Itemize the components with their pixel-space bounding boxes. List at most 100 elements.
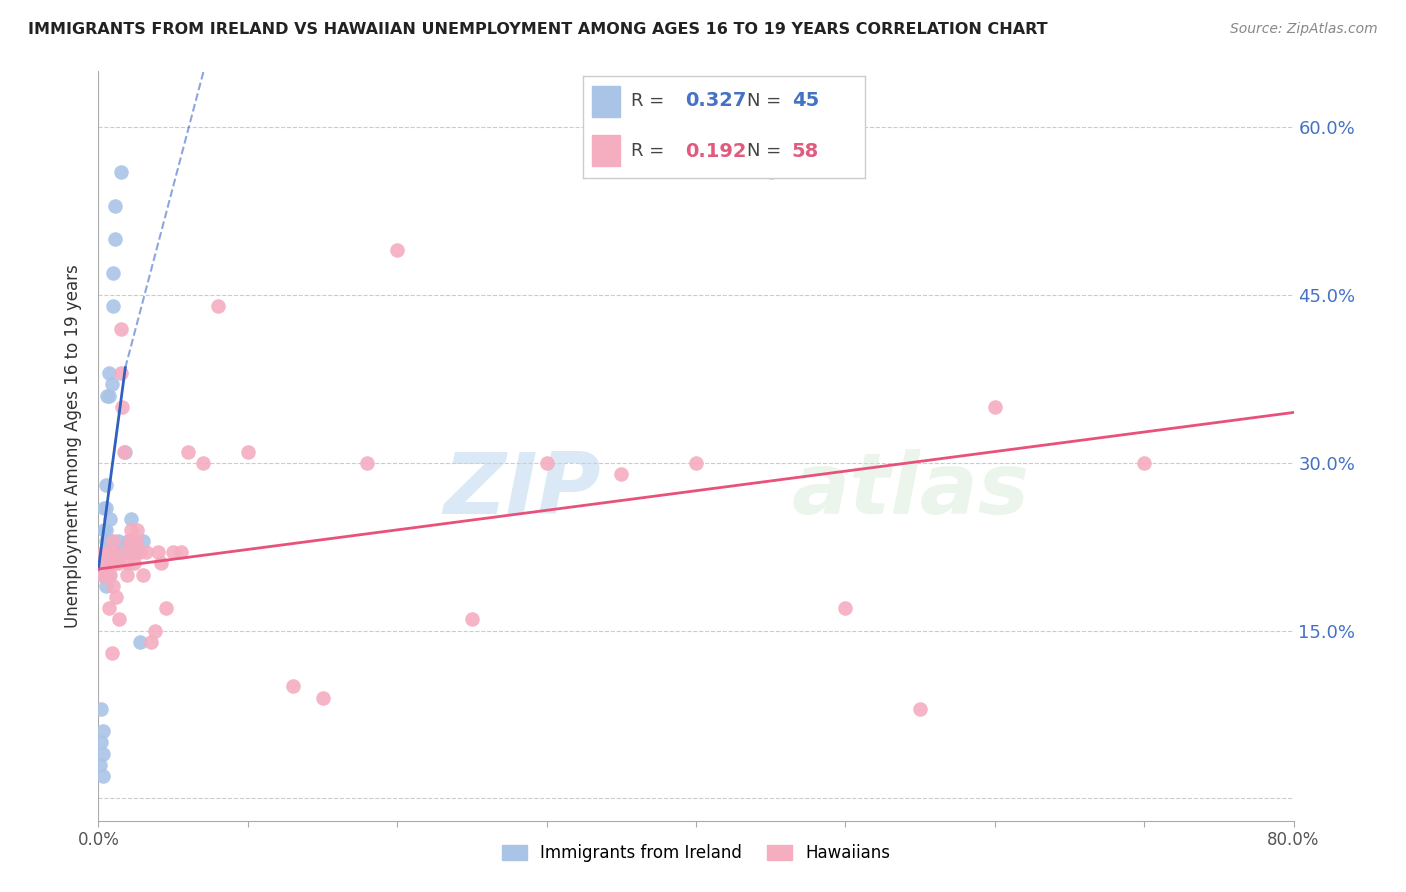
Text: ZIP: ZIP xyxy=(443,450,600,533)
Point xyxy=(96,389,118,403)
Point xyxy=(114,444,136,458)
Point xyxy=(96,534,118,549)
Text: 58: 58 xyxy=(792,142,818,161)
Text: IMMIGRANTS FROM IRELAND VS HAWAIIAN UNEMPLOYMENT AMONG AGES 16 TO 19 YEARS CORRE: IMMIGRANTS FROM IRELAND VS HAWAIIAN UNEM… xyxy=(28,22,1047,37)
Point xyxy=(125,534,148,549)
Point xyxy=(385,244,409,258)
Point xyxy=(103,579,125,593)
Point xyxy=(108,545,131,559)
Point xyxy=(98,557,122,571)
Point xyxy=(108,612,131,626)
Point xyxy=(104,232,127,246)
Point xyxy=(96,545,118,559)
Point xyxy=(96,567,118,582)
Point xyxy=(93,500,115,515)
Point xyxy=(97,367,120,381)
Point xyxy=(759,165,782,179)
Point xyxy=(91,769,114,783)
Point xyxy=(105,590,128,604)
Point xyxy=(93,567,115,582)
Point xyxy=(94,545,117,559)
Point xyxy=(125,545,148,559)
Point xyxy=(162,545,184,559)
Point xyxy=(461,612,484,626)
Text: N =: N = xyxy=(747,92,786,110)
Point xyxy=(93,545,115,559)
Point xyxy=(110,321,132,335)
Point xyxy=(101,646,124,660)
Point xyxy=(132,534,155,549)
Point xyxy=(97,601,120,615)
Point xyxy=(135,545,157,559)
Point xyxy=(103,266,125,280)
Point xyxy=(155,601,177,615)
Point xyxy=(94,557,117,571)
Point xyxy=(112,444,135,458)
Point xyxy=(124,557,146,571)
Point xyxy=(118,534,141,549)
Point xyxy=(105,545,128,559)
Point xyxy=(97,545,120,559)
Point xyxy=(94,500,117,515)
Point xyxy=(104,198,127,212)
Point xyxy=(129,634,152,648)
Text: 45: 45 xyxy=(792,92,818,111)
Point xyxy=(1133,456,1156,470)
Point xyxy=(111,400,134,414)
Point xyxy=(111,545,134,559)
Point xyxy=(94,523,117,537)
Y-axis label: Unemployment Among Ages 16 to 19 years: Unemployment Among Ages 16 to 19 years xyxy=(63,264,82,628)
Point xyxy=(139,634,162,648)
Point xyxy=(94,567,117,582)
Point xyxy=(103,299,125,313)
Point xyxy=(148,545,170,559)
Point xyxy=(110,165,132,179)
Text: N =: N = xyxy=(747,142,786,161)
Point xyxy=(97,567,120,582)
Point xyxy=(107,557,129,571)
Point xyxy=(207,299,229,313)
Point xyxy=(93,523,115,537)
Point xyxy=(150,557,173,571)
Point xyxy=(110,367,132,381)
Text: 0.327: 0.327 xyxy=(685,92,747,111)
Point xyxy=(93,545,115,559)
Point xyxy=(90,735,112,749)
Point xyxy=(115,567,138,582)
Point xyxy=(94,579,117,593)
Point xyxy=(536,456,558,470)
Point xyxy=(101,377,124,392)
Point xyxy=(98,557,122,571)
Point xyxy=(97,389,120,403)
Point xyxy=(177,444,200,458)
Text: R =: R = xyxy=(631,142,676,161)
Point xyxy=(121,545,143,559)
Text: Source: ZipAtlas.com: Source: ZipAtlas.com xyxy=(1230,22,1378,37)
Bar xyxy=(592,87,620,117)
Point xyxy=(281,680,304,694)
Point xyxy=(311,690,333,705)
Point xyxy=(685,456,707,470)
Point xyxy=(98,511,122,525)
Text: atlas: atlas xyxy=(792,450,1029,533)
Point xyxy=(97,545,120,559)
Point xyxy=(98,567,122,582)
Text: R =: R = xyxy=(631,92,676,110)
Point xyxy=(191,456,214,470)
Point xyxy=(107,534,129,549)
Point xyxy=(610,467,633,481)
Bar xyxy=(592,136,620,166)
Point xyxy=(94,478,117,492)
Legend: Immigrants from Ireland, Hawaiians: Immigrants from Ireland, Hawaiians xyxy=(495,838,897,869)
Point xyxy=(117,557,139,571)
Point xyxy=(120,511,142,525)
Point xyxy=(984,400,1007,414)
Point xyxy=(356,456,378,470)
Point xyxy=(101,557,124,571)
Point xyxy=(908,702,931,716)
Point xyxy=(169,545,191,559)
Point xyxy=(127,523,149,537)
Point xyxy=(90,702,112,716)
Point xyxy=(103,534,125,549)
Point xyxy=(91,557,114,571)
